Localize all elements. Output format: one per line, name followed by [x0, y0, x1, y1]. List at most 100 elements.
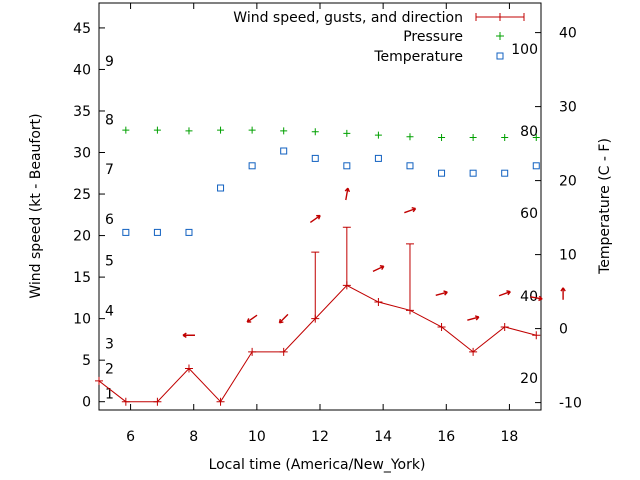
- y-tick-label-right: 30: [559, 100, 577, 116]
- y-tick-label-left: 35: [73, 104, 91, 120]
- beaufort-label: 5: [105, 253, 114, 269]
- temperature-point: [469, 169, 477, 177]
- beaufort-label: 3: [105, 337, 114, 353]
- ticks-layer: 6 8 10 12 14 16 18051015202530354045-100102030…: [73, 3, 582, 445]
- fahrenheit-label: 40: [520, 289, 538, 305]
- x-tick-label: 6: [126, 429, 135, 445]
- wind-speed-point: [121, 397, 130, 406]
- pressure-point: [374, 131, 382, 139]
- wind-speed-point: [184, 364, 193, 373]
- beaufort-label: 9: [105, 54, 114, 70]
- x-tick-label: 12: [311, 429, 329, 445]
- beaufort-label: 6: [105, 212, 114, 228]
- wind-speed-point: [437, 322, 446, 331]
- y-tick-label-left: 10: [73, 312, 91, 328]
- wind-direction-arrow: [309, 214, 321, 223]
- pressure-point: [122, 126, 130, 134]
- beaufort-label: 4: [105, 303, 114, 319]
- x-axis-label: Local time (America/New_York): [209, 457, 426, 473]
- gust-bar: [342, 226, 351, 286]
- pressure-point: [185, 127, 193, 135]
- temperature-point: [501, 169, 509, 177]
- wind-direction-arrow: [530, 295, 543, 302]
- pressure-point: [311, 128, 319, 136]
- y-tick-label-left: 40: [73, 62, 91, 78]
- pressure-point: [280, 127, 288, 135]
- y-axis-label-left: Wind speed (kt - Beaufort): [28, 113, 44, 298]
- wind-speed-point: [374, 298, 383, 307]
- pressure-point: [469, 134, 477, 142]
- fahrenheit-label: 60: [520, 206, 538, 222]
- pressure-point: [532, 134, 540, 142]
- pressure-point: [343, 129, 351, 137]
- legend-label-temperature: Temperature: [373, 49, 463, 65]
- pressure-point: [217, 126, 225, 134]
- x-tick-label: 18: [501, 429, 519, 445]
- pressure-point: [438, 134, 446, 142]
- wind-direction-arrow: [344, 187, 351, 201]
- legend: Wind speed, gusts, and direction Pressur…: [233, 10, 525, 65]
- wind-direction-arrow: [246, 314, 258, 323]
- y-tick-label-right: 0: [559, 322, 568, 338]
- y-axis-label-right: Temperature (C - F): [597, 138, 613, 275]
- fahrenheit-label: 100: [511, 42, 538, 58]
- wind-direction-arrow: [372, 265, 385, 272]
- plot-frame: [98, 2, 542, 411]
- y-tick-label-left: 15: [73, 270, 91, 286]
- wind-speed-point: [216, 397, 225, 406]
- y-tick-label-left: 0: [82, 395, 91, 411]
- legend-swatch-temperature: [496, 52, 504, 60]
- wind-direction-arrow: [278, 313, 289, 324]
- beaufort-label: 1: [105, 386, 114, 402]
- series-layer: [95, 126, 566, 406]
- wind-speed-point: [532, 331, 541, 340]
- temperature-point: [185, 228, 193, 236]
- wind-speed-point: [500, 322, 509, 331]
- legend-label-pressure: Pressure: [403, 29, 463, 45]
- x-tick-label: 8: [189, 429, 198, 445]
- beaufort-label: 2: [105, 361, 114, 377]
- temperature-point: [217, 184, 225, 192]
- temperature-point: [343, 162, 351, 170]
- temperature-point: [280, 147, 288, 155]
- wind-direction-arrow: [435, 290, 448, 296]
- beaufort-label: 8: [105, 112, 114, 128]
- wind-speed-line: [98, 284, 537, 403]
- wind-speed-point: [248, 347, 257, 356]
- wind-direction-arrow: [498, 290, 511, 297]
- y-tick-label-left: 5: [82, 353, 91, 369]
- wind-direction-arrow: [404, 207, 417, 214]
- wind-speed-point: [469, 347, 478, 356]
- pressure-point: [406, 133, 414, 141]
- x-tick-label: 14: [374, 429, 392, 445]
- temperature-point: [374, 154, 382, 162]
- temperature-point: [532, 162, 540, 170]
- temperature-point: [406, 162, 414, 170]
- fahrenheit-label: 20: [520, 371, 538, 387]
- temperature-point: [248, 162, 256, 170]
- y-tick-label-left: 45: [73, 21, 91, 37]
- gust-bar: [311, 251, 320, 319]
- y-tick-label-left: 25: [73, 187, 91, 203]
- temperature-point: [438, 169, 446, 177]
- temperature-point: [122, 228, 130, 236]
- gust-bar: [405, 243, 414, 311]
- legend-swatch-wind: [475, 13, 525, 21]
- beaufort-label: 7: [105, 162, 114, 178]
- y-tick-label-left: 20: [73, 229, 91, 245]
- legend-swatch-pressure: [496, 32, 504, 40]
- legend-label-wind: Wind speed, gusts, and direction: [233, 10, 463, 26]
- temperature-point: [153, 228, 161, 236]
- x-tick-label: 16: [437, 429, 455, 445]
- wind-speed-point: [95, 376, 103, 385]
- y-tick-label-right: -10: [559, 396, 582, 412]
- pressure-point: [153, 126, 161, 134]
- y-tick-label-right: 40: [559, 26, 577, 42]
- wind-speed-point: [279, 347, 288, 356]
- pressure-point: [248, 126, 256, 134]
- y-tick-label-left: 30: [73, 146, 91, 162]
- wind-direction-arrow: [467, 315, 480, 321]
- wind-direction-arrow: [560, 287, 566, 300]
- y-tick-label-right: 10: [559, 248, 577, 264]
